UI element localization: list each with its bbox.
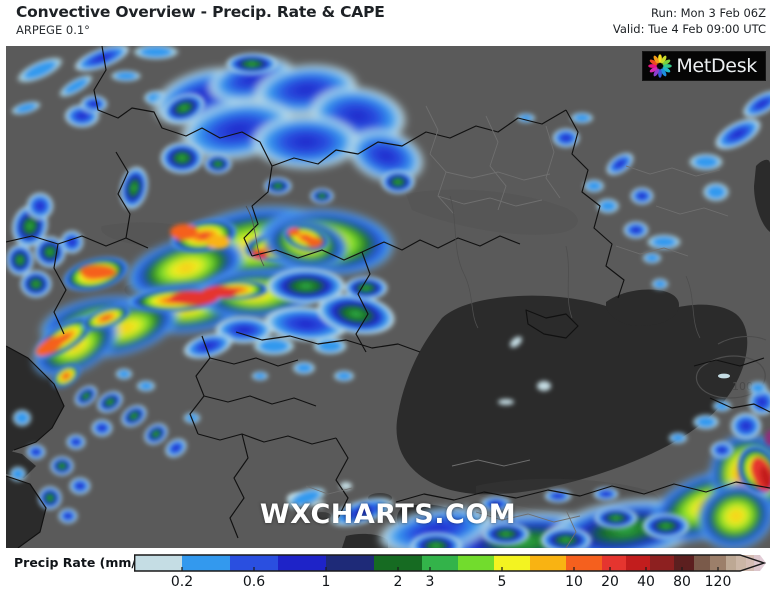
colorbar-frame — [134, 554, 766, 572]
tick-label: 40 — [637, 574, 655, 590]
weather-map[interactable]: 100 — [6, 46, 770, 548]
tick-label: 0.6 — [242, 574, 266, 590]
colorbar-tick-marks — [181, 567, 719, 571]
colorbar[interactable] — [134, 554, 766, 574]
metdesk-logo[interactable]: MetDesk — [642, 51, 766, 81]
map-subnational-borders — [305, 105, 729, 548]
tick-label: 2 — [393, 574, 403, 590]
map-canvas: 100 — [6, 46, 770, 548]
valid-time-label: Valid: Tue 4 Feb 09:00 UTC — [612, 22, 766, 36]
colorbar-tick-labels: 0.2 0.6 1 2 3 5 10 20 40 80 120 — [0, 574, 782, 596]
precipitation-field — [6, 46, 770, 548]
model-subtitle: ARPEGE 0.1° — [16, 23, 90, 37]
starburst-icon — [648, 54, 673, 78]
legend-title: Precip Rate (mm/hr) — [14, 555, 157, 570]
map-borders — [6, 46, 770, 548]
tick-label: 10 — [565, 574, 583, 590]
tick-label: 120 — [704, 574, 732, 590]
tick-label: 0.2 — [170, 574, 194, 590]
tick-label: 80 — [673, 574, 691, 590]
page-title: Convective Overview - Precip. Rate & CAP… — [16, 3, 385, 21]
extreme-precip-cell — [765, 430, 770, 446]
cape-contour-cell — [718, 373, 730, 379]
run-info-block: Run: Mon 3 Feb 06Z Valid: Tue 4 Feb 09:0… — [613, 5, 766, 37]
run-time-label: Run: Mon 3 Feb 06Z — [651, 6, 766, 20]
tick-label: 5 — [497, 574, 507, 590]
tick-label: 1 — [321, 574, 331, 590]
tick-label: 20 — [601, 574, 619, 590]
colorbar-swatches — [134, 555, 766, 571]
colorbar-svg — [134, 554, 766, 572]
title-block: Convective Overview - Precip. Rate & CAP… — [16, 3, 385, 38]
cape-contour-line-2 — [717, 335, 767, 345]
tick-label: 3 — [425, 574, 435, 590]
cape-contour-label: 100 — [732, 380, 753, 393]
metdesk-wordmark: MetDesk — [676, 54, 757, 77]
map-rivers — [245, 195, 701, 339]
precip-legend: Precip Rate (mm/hr) — [0, 552, 782, 600]
chart-header: Convective Overview - Precip. Rate & CAP… — [0, 0, 782, 44]
